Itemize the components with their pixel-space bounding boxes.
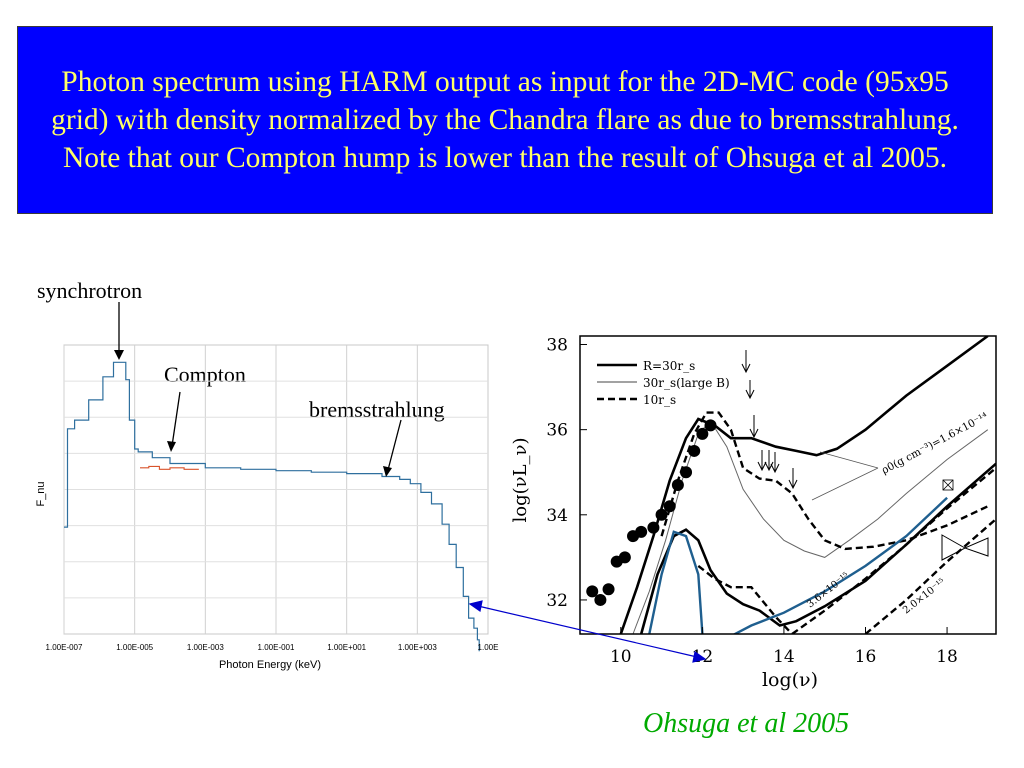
right-series-blue [649, 498, 947, 647]
legend-entry-r30: R=30r_s [643, 359, 695, 373]
connector-arrow [470, 601, 705, 662]
right-y-tick-label: 38 [546, 336, 568, 356]
observed-data-point [603, 583, 615, 595]
observed-data-point [635, 526, 647, 538]
right-x-tick-label: 18 [936, 647, 958, 667]
legend-entry-large-b: 30r_s(large B) [643, 376, 730, 390]
right-x-tick-label: 14 [773, 647, 795, 667]
right-x-axis-label: log(ν) [762, 669, 818, 691]
right-y-tick-label: 36 [546, 421, 568, 441]
observed-data-point [664, 500, 676, 512]
upper-limit-arrows [742, 350, 797, 488]
crosshatch-marker [943, 480, 953, 490]
right-ohsuga-chart: 101214161832343638 log(ν) log(νL_ν) R=30… [0, 0, 1024, 768]
right-series-10r-s [662, 413, 988, 549]
right-x-tick-label: 16 [855, 647, 877, 667]
bowtie-marker [942, 535, 988, 560]
legend-entry-r10: 10r_s [643, 393, 676, 407]
observed-data-point [672, 479, 684, 491]
observed-data-point [688, 445, 700, 457]
observed-data-point [594, 594, 606, 606]
observed-data-point [705, 419, 717, 431]
right-x-tick-label: 10 [610, 647, 632, 667]
citation: Ohsuga et al 2005 [643, 708, 849, 740]
right-y-tick-label: 32 [546, 591, 568, 611]
density-annotation: ρ0(g cm⁻³)=1.6×10⁻¹⁴ [880, 411, 990, 477]
right-series-dashed-lowest [866, 519, 997, 634]
density-leader-lines [812, 452, 878, 500]
observed-data-point [619, 551, 631, 563]
right-y-axis-label: log(νL_ν) [510, 438, 531, 523]
observed-data-point [647, 522, 659, 534]
right-y-tick-label: 34 [546, 506, 568, 526]
right-legend: R=30r_s 30r_s(large B) 10r_s [597, 359, 730, 407]
observed-data-point [680, 466, 692, 478]
